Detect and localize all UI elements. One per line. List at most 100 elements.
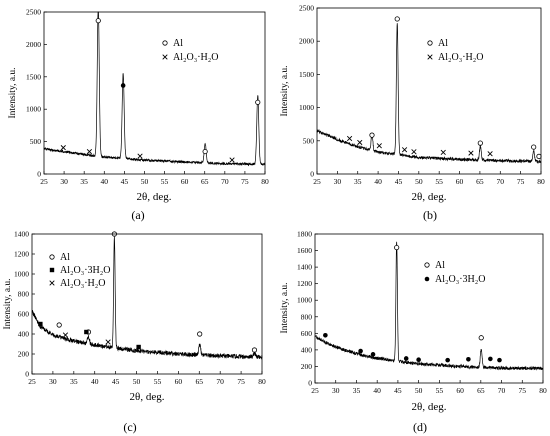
x-tick-label: 65: [476, 177, 484, 186]
phase-marker-filled-circle: [416, 357, 421, 363]
x-tick-label: 40: [101, 177, 109, 186]
legend-label: Al: [435, 260, 445, 271]
y-tick-label: 2000: [299, 37, 314, 46]
x-tick-label: 40: [373, 386, 381, 395]
phase-marker-open-circle: [369, 132, 375, 138]
y-axis-title: Intensity, a.u.: [280, 65, 290, 116]
phase-marker-filled-square: [38, 321, 43, 327]
phase-marker-cross: [401, 147, 408, 153]
x-tick-label: 30: [60, 177, 68, 186]
x-tick-label: 60: [181, 177, 189, 186]
phase-marker-cross: [376, 143, 382, 149]
y-tick-label: 1400: [14, 230, 29, 239]
legend-label: Al: [438, 38, 448, 49]
x-tick-label: 40: [91, 377, 99, 386]
legend-marker-filled-circle: [424, 276, 430, 282]
x-tick-label: 30: [49, 377, 57, 386]
y-tick-label: 200: [301, 362, 313, 371]
y-tick-label: 0: [37, 170, 41, 179]
y-axis-title: Intensity, a.u.: [8, 67, 18, 118]
x-tick-label: 30: [334, 177, 342, 186]
phase-marker-open-circle: [251, 347, 258, 353]
plot-frame: [316, 7, 542, 175]
legend-label: Al₂O₃·H₂O: [438, 52, 483, 63]
y-tick-label: 0: [25, 370, 29, 379]
x-tick-label: 65: [201, 177, 209, 186]
phase-marker-filled-circle: [120, 83, 126, 88]
y-tick-label: 800: [301, 312, 313, 321]
plot-frame: [43, 11, 266, 175]
x-tick-label: 35: [70, 377, 78, 386]
y-tick-label: 1200: [297, 279, 312, 288]
x-tick-label: 25: [28, 377, 36, 386]
y-axis-title: Intensity, a.u.: [280, 282, 290, 333]
plot-frame: [31, 233, 263, 375]
x-tick-label: 35: [353, 386, 361, 395]
x-tick-label: 60: [175, 377, 183, 386]
phase-marker-filled-circle: [323, 333, 328, 338]
x-tick-label: 70: [498, 386, 506, 395]
y-tick-label: 1400: [297, 263, 312, 272]
phase-marker-cross: [105, 339, 111, 345]
x-tick-label: 50: [415, 386, 423, 395]
y-tick-label: 400: [301, 345, 313, 354]
phase-marker-filled-circle: [497, 357, 502, 363]
chart-panel-c: 25 30 35 40 45 50 55 60 65 70 75 800200400600800100…: [3, 230, 266, 404]
x-tick-label: 55: [154, 377, 162, 386]
legend-label: Al: [173, 38, 183, 49]
xrd-pattern-line: [31, 236, 263, 360]
x-axis-title: 2θ, deg.: [412, 401, 447, 413]
chart-panel-a: 25 30 35 40 45 50 55 60 65 70 75 80 0 500 1000 1500 2000…: [8, 8, 269, 204]
xrd-pattern-line: [316, 23, 542, 164]
x-axis-title: 2θ, deg.: [130, 391, 165, 403]
y-axis-title: Intensity, a.u.: [3, 278, 13, 329]
x-tick-label: 55: [161, 177, 169, 186]
phase-marker-open-circle: [394, 244, 400, 251]
y-tick-label: 1000: [299, 103, 314, 112]
phase-marker-filled-circle: [403, 356, 409, 361]
y-tick-label: 600: [18, 310, 30, 319]
x-tick-label: 75: [519, 386, 527, 395]
plot-frame: [314, 233, 544, 384]
x-tick-label: 25: [313, 177, 321, 186]
x-tick-label: 35: [80, 177, 88, 186]
legend-marker-filled-square: [49, 267, 55, 273]
y-tick-label: 2500: [299, 4, 314, 13]
x-axis-title: 2θ, deg.: [412, 191, 447, 203]
chart-panel-b: 25 30 35 40 45 50 55 60 65 70 75 80 0 500 1000 1500 2000…: [280, 4, 545, 204]
phase-marker-filled-circle: [370, 352, 376, 357]
phase-marker-filled-square: [136, 344, 141, 350]
y-tick-label: 400: [18, 330, 30, 339]
x-tick-label: 25: [40, 177, 48, 186]
phase-marker-cross: [229, 157, 235, 163]
x-tick-label: 55: [435, 177, 443, 186]
y-tick-label: 1000: [26, 105, 41, 114]
y-tick-label: 200: [18, 350, 30, 359]
legend-marker-open-circle: [162, 40, 168, 46]
x-tick-label: 75: [241, 177, 249, 186]
phase-marker-open-circle: [531, 144, 537, 150]
y-tick-label: 1500: [299, 70, 314, 79]
legend-marker-open-circle: [424, 262, 430, 268]
x-tick-label: 45: [395, 177, 403, 186]
xrd-pattern-line: [43, 11, 266, 167]
y-tick-label: 0: [310, 170, 314, 179]
legend-label: Al₂O₃·3H₂O: [435, 274, 485, 285]
x-tick-label: 50: [133, 377, 141, 386]
y-tick-label: 1500: [26, 72, 41, 81]
y-tick-label: 1000: [14, 270, 29, 279]
legend-label: Al₂O₃·H₂O: [173, 52, 218, 63]
phase-marker-open-circle: [536, 153, 542, 159]
phase-marker-cross: [468, 150, 474, 156]
y-tick-label: 1600: [297, 246, 312, 255]
legend-marker-open-circle: [427, 40, 433, 46]
legend-marker-cross: [49, 280, 55, 286]
x-tick-label: 75: [237, 377, 245, 386]
x-tick-label: 40: [374, 177, 382, 186]
phase-marker-open-circle: [202, 148, 208, 155]
y-tick-label: 1200: [14, 250, 29, 259]
x-tick-label: 45: [112, 377, 120, 386]
y-tick-label: 800: [18, 290, 30, 299]
phase-marker-cross: [411, 149, 417, 155]
phase-marker-open-circle: [477, 140, 483, 146]
